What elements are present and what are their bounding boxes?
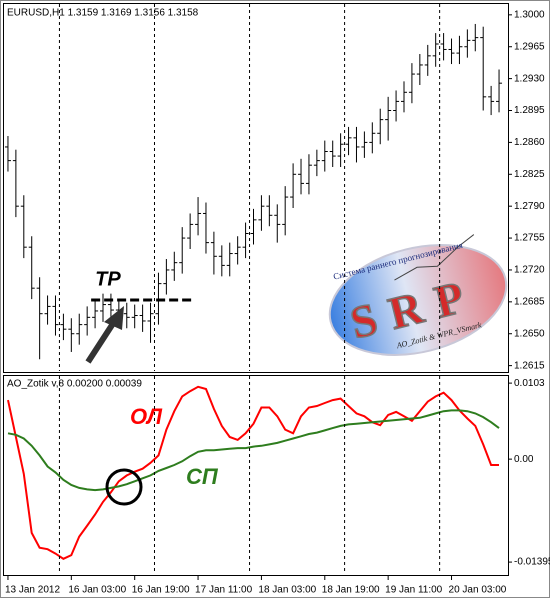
series-label: СП	[186, 464, 219, 489]
y-tick-label: 1.2615	[514, 360, 545, 371]
y-tick-label: 1.2825	[514, 169, 545, 180]
cross-circle	[105, 468, 143, 506]
y-tick-label: 1.2895	[514, 105, 545, 116]
y-tick-label: 1.2720	[514, 265, 545, 276]
y-tick-label: 1.2685	[514, 296, 545, 307]
y-tick-label: 1.2790	[514, 201, 545, 212]
y-tick-label: 1.2755	[514, 233, 545, 244]
tp-label: TP	[95, 268, 121, 290]
indicator-plot	[7, 385, 500, 560]
indicator-title: AO_Zotik v,8 0.00200 0.00039	[7, 379, 142, 390]
logo-ellipse	[328, 244, 508, 356]
y-tick-label: 1.2930	[514, 73, 545, 84]
main-panel	[3, 3, 509, 373]
logo-graph	[394, 234, 475, 281]
y-tick-label: 1.2650	[514, 328, 545, 339]
x-tick-label: 16 Jan 03:00	[68, 585, 126, 596]
y-tick-label: 0.0103	[514, 378, 545, 389]
x-tick-label: 20 Jan 03:00	[449, 585, 507, 596]
series-label: ОЛ	[130, 404, 163, 429]
series-line	[7, 385, 499, 560]
y-tick-label: -0.01395	[514, 557, 550, 568]
y-tick-label: 1.3000	[514, 9, 545, 20]
x-tick-label: 19 Jan 11:00	[385, 585, 443, 596]
x-tick-label: 18 Jan 19:00	[322, 585, 380, 596]
x-tick-label: 18 Jan 03:00	[258, 585, 316, 596]
y-tick-label: 0.00	[514, 454, 534, 465]
price-plot: TP	[4, 23, 503, 360]
x-tick-label: 17 Jan 11:00	[195, 585, 253, 596]
indicator-panel	[3, 375, 509, 576]
x-tick-label: 16 Jan 19:00	[132, 585, 190, 596]
y-tick-label: 1.2965	[514, 41, 545, 52]
main-title: EURUSD,H1 1.3159 1.3169 1.3156 1.3158	[7, 8, 199, 19]
arrow-head	[104, 306, 124, 330]
series-line	[7, 409, 500, 492]
y-tick-label: 1.2860	[514, 137, 545, 148]
x-tick-label: 13 Jan 2012	[5, 585, 60, 596]
arrow-shaft	[85, 320, 117, 364]
